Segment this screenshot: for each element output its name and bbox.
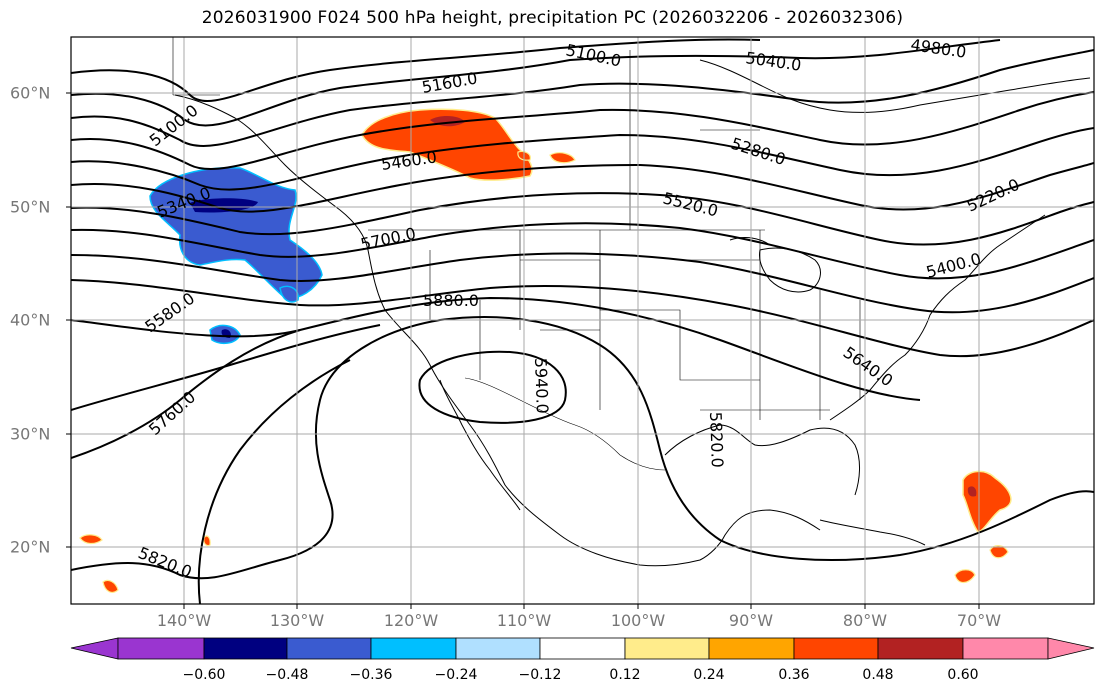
lon-label: 70°W — [956, 611, 1002, 630]
lon-label: 90°W — [728, 611, 774, 630]
coastlines — [174, 59, 1091, 567]
colorbar-tick-label: 0.12 — [609, 667, 641, 683]
lon-label: 130°W — [269, 611, 325, 630]
colorbar-tick-label: −0.12 — [518, 667, 562, 683]
colorbar-tick-label: 0.24 — [693, 667, 725, 683]
colorbar — [70, 637, 1095, 660]
lon-label: 110°W — [496, 611, 552, 630]
contour-label: 5940.0 — [531, 357, 552, 414]
colorbar-tick-label: 0.48 — [862, 667, 894, 683]
lon-label: 140°W — [156, 611, 212, 630]
lat-label: 50°N — [10, 197, 51, 217]
lon-label: 100°W — [610, 611, 666, 630]
colorbar-tick-label: 0.36 — [778, 667, 810, 683]
borders — [172, 37, 861, 471]
map-title: 2026031900 F024 500 hPa height, precipit… — [201, 8, 904, 28]
contour-label: 5880.0 — [423, 291, 479, 310]
lat-label: 20°N — [10, 537, 51, 557]
colorbar-tick-label: −0.36 — [349, 667, 393, 683]
colorbar-tick-label: 0.60 — [947, 667, 979, 683]
colorbar-tick-label: −0.24 — [434, 667, 478, 683]
colorbar-tick-label: −0.48 — [265, 667, 309, 683]
lat-label: 60°N — [10, 83, 51, 103]
graticule — [71, 37, 1094, 604]
lon-label: 120°W — [383, 611, 439, 630]
contour-label: 5820.0 — [706, 411, 727, 468]
lon-label: 80°W — [842, 611, 888, 630]
lat-label: 40°N — [10, 310, 51, 330]
lat-label: 30°N — [10, 424, 51, 444]
precip-positive-atlantic — [79, 470, 1012, 593]
height-contours — [71, 38, 1094, 604]
colorbar-tick-label: −0.60 — [182, 667, 226, 683]
